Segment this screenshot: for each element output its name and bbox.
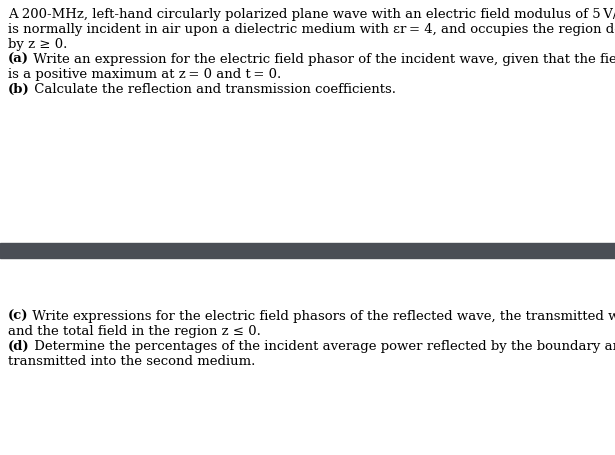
Text: (a): (a)	[8, 53, 29, 66]
Text: A 200-MHz, left-hand circularly polarized plane wave with an electric field modu: A 200-MHz, left-hand circularly polarize…	[8, 8, 615, 21]
Text: by z ≥ 0.: by z ≥ 0.	[8, 38, 68, 51]
Bar	[0, 243, 615, 258]
Text: (b): (b)	[8, 83, 30, 96]
Text: Write expressions for the electric field phasors of the reflected wave, the tran: Write expressions for the electric field…	[28, 310, 615, 323]
Text: is normally incident in air upon a dielectric medium with εr = 4, and occupies t: is normally incident in air upon a diele…	[8, 23, 615, 36]
Text: transmitted into the second medium.: transmitted into the second medium.	[8, 355, 255, 368]
Text: (c): (c)	[8, 310, 28, 323]
Text: Write an expression for the electric field phasor of the incident wave, given th: Write an expression for the electric fie…	[29, 53, 615, 66]
Text: is a positive maximum at z = 0 and t = 0.: is a positive maximum at z = 0 and t = 0…	[8, 68, 281, 81]
Text: and the total field in the region z ≤ 0.: and the total field in the region z ≤ 0.	[8, 325, 261, 338]
Text: (d): (d)	[8, 340, 30, 353]
Text: Determine the percentages of the incident average power reflected by the boundar: Determine the percentages of the inciden…	[30, 340, 615, 353]
Text: Calculate the reflection and transmission coefficients.: Calculate the reflection and transmissio…	[30, 83, 395, 96]
